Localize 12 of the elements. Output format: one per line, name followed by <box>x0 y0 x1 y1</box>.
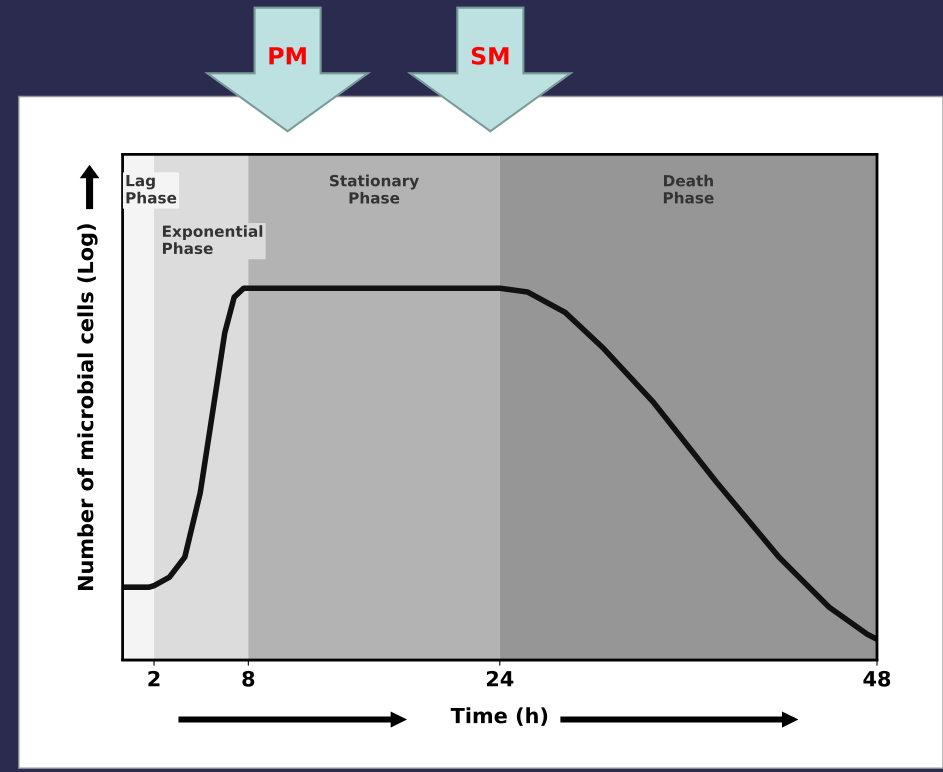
x-tick-label: 48 <box>863 670 890 687</box>
band-label: Exponential Phase <box>162 225 262 254</box>
x-axis-title: Time (h) <box>450 707 548 726</box>
x-tick-label: 24 <box>486 670 514 686</box>
text: PM <box>269 47 306 64</box>
band-label: Lag Phase <box>126 174 176 204</box>
y-axis-title: Number of microbial cells (Log) <box>77 224 98 590</box>
x-tick-label: 2 <box>148 670 160 686</box>
band-label: Stationary Phase <box>330 174 419 204</box>
band-label: Death Phase <box>664 174 714 204</box>
text: SM <box>472 46 508 65</box>
x-tick-label: 8 <box>242 670 254 687</box>
